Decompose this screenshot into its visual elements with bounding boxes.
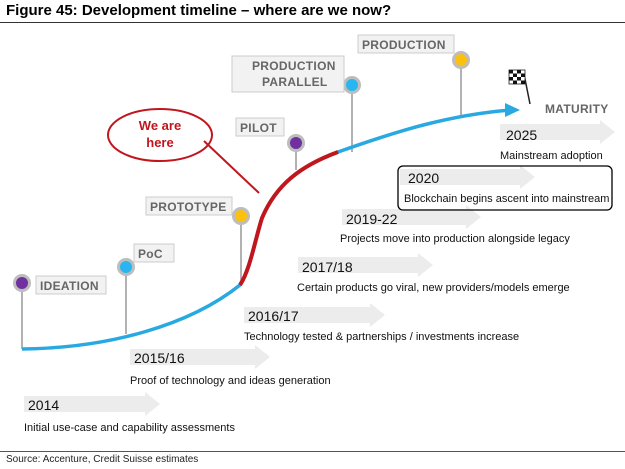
stage-ideation: IDEATION [13,274,107,349]
current-stage-segment [238,150,339,287]
milestone-arrow [24,392,160,416]
stage-poc: PoC [117,243,175,334]
milestone-2025: 2025 Mainstream adoption [500,120,615,162]
title-divider [0,22,625,23]
stage-label-box [231,55,345,93]
stage-marker-icon [13,274,31,292]
milestone-2019-22: 2019-22 Projects move into production al… [340,205,570,245]
milestone-description: Initial use-case and capability assessme… [24,422,235,434]
milestone-description: Proof of technology and ideas generation [130,375,331,387]
milestone-2017-18: 2017/18 Certain products go viral, new p… [297,253,570,294]
source-divider [0,451,625,452]
stage-marker-icon [232,207,250,225]
milestone-arrow [130,345,270,369]
stage-label: IDEATION [40,279,99,293]
stage-production: PRODUCTION [357,34,470,117]
stage-label: PROTOTYPE [150,200,227,214]
stage-label-box [357,34,455,54]
stage-prototype: PROTOTYPE [145,196,250,285]
callout-ellipse [107,108,213,162]
milestone-description: Certain products go viral, new providers… [297,282,570,294]
milestone-description: Mainstream adoption [500,150,603,162]
stage-label: PRODUCTION [252,59,336,73]
milestone-arrow [244,303,385,327]
milestone-year: 2019-22 [346,211,398,227]
milestone-year: 2017/18 [302,259,353,275]
milestone-2020: 2020 Blockchain begins ascent into mains… [397,165,613,211]
milestone-year: 2014 [28,397,59,413]
stage-label: MATURITY [545,102,609,116]
stage-marker-icon [452,51,470,69]
figure-title: Figure 45: Development timeline – where … [6,2,392,19]
we-are-here-callout: We are here [107,108,260,194]
curve-arrowhead-icon [505,103,520,117]
milestone-description: Blockchain begins ascent into mainstream [404,193,609,205]
source-note: Source: Accenture, Credit Suisse estimat… [6,454,199,465]
milestone-2016-17: 2016/17 Technology tested & partnerships… [244,303,519,343]
stage-pilot: PILOT [235,117,305,170]
stage-label-box [235,117,285,137]
stage-label-box [145,196,233,216]
checkered-flag-icon [508,69,526,85]
stage-label-line2: PARALLEL [262,75,328,89]
stage-marker-icon [117,258,135,276]
milestone-arrow [400,165,535,189]
stage-label-box [133,243,175,263]
milestone-arrow [298,253,433,277]
stage-production-parallel: PRODUCTION PARALLEL [231,55,361,152]
milestone-description: Projects move into production alongside … [340,233,570,245]
milestone-year: 2025 [506,127,537,143]
milestone-2015-16: 2015/16 Proof of technology and ideas ge… [130,345,331,387]
milestone-2014: 2014 Initial use-case and capability ass… [24,392,235,434]
stage-label: PoC [138,247,163,261]
callout-text-line2: here [146,135,173,150]
stage-marker-icon [343,76,361,94]
milestone-description: Technology tested & partnerships / inves… [244,331,519,343]
callout-pointer [203,140,260,194]
milestone-arrow [342,205,481,229]
stage-marker-icon [287,134,305,152]
stage-label: PRODUCTION [362,38,446,52]
milestone-arrow [500,120,615,144]
milestone-year: 2016/17 [248,308,299,324]
milestone-year: 2020 [408,170,439,186]
highlight-box [397,165,613,211]
stage-label: PILOT [240,121,277,135]
callout-text-line1: We are [139,118,181,133]
stage-maturity: MATURITY [508,69,609,116]
stage-label-box [35,275,107,295]
milestone-year: 2015/16 [134,350,185,366]
